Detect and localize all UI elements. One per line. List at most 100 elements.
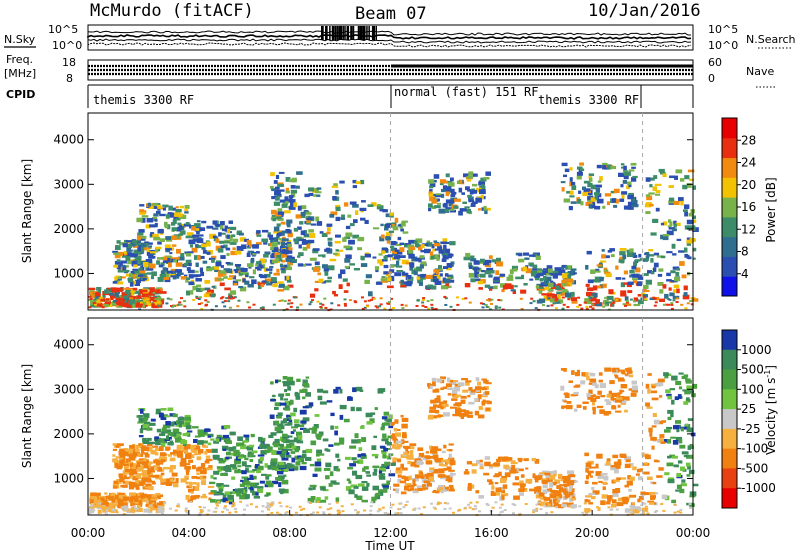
range-cell	[596, 164, 602, 169]
range-cell	[439, 474, 446, 478]
range-cell	[303, 428, 310, 433]
range-cell	[197, 303, 201, 305]
range-cell	[288, 419, 293, 423]
range-cell	[594, 384, 599, 389]
range-cell	[355, 474, 363, 480]
range-cell	[610, 465, 615, 469]
range-cell	[143, 262, 149, 267]
range-cell	[684, 204, 690, 209]
range-cell	[672, 289, 677, 293]
range-cell	[432, 193, 438, 197]
range-cell	[598, 379, 603, 383]
range-cell	[116, 264, 122, 270]
range-cell	[602, 305, 606, 308]
range-cell	[361, 307, 365, 310]
range-cell	[603, 299, 609, 303]
range-cell	[213, 440, 219, 444]
range-cell	[452, 389, 458, 394]
range-cell	[445, 191, 450, 197]
range-cell	[276, 430, 284, 434]
range-cell	[207, 509, 211, 512]
range-cell	[266, 493, 271, 496]
range-cell	[263, 242, 268, 245]
range-cell	[584, 499, 591, 502]
range-cell	[278, 285, 285, 288]
range-cell	[465, 252, 471, 258]
range-cell	[605, 301, 610, 307]
range-cell	[318, 254, 325, 257]
range-cell	[488, 286, 494, 290]
range-cell	[312, 473, 318, 477]
range-cell	[120, 506, 124, 509]
range-cell	[594, 195, 598, 200]
range-cell	[141, 218, 146, 223]
range-cell	[209, 233, 216, 239]
range-cell	[252, 484, 258, 489]
range-cell	[575, 384, 581, 388]
range-cell	[478, 495, 485, 499]
range-cell	[162, 260, 170, 264]
range-cell	[185, 463, 191, 466]
range-cell	[646, 476, 653, 481]
range-cell	[229, 431, 236, 436]
range-cell	[146, 437, 152, 441]
range-cell	[179, 214, 187, 220]
range-cell	[342, 237, 347, 242]
range-cell	[195, 296, 199, 299]
range-cell	[631, 502, 635, 505]
range-cell	[266, 282, 273, 286]
range-cell	[153, 213, 159, 217]
range-cell	[644, 492, 651, 496]
range-cell	[679, 508, 683, 511]
range-cell	[585, 305, 589, 308]
range-cell	[339, 180, 345, 184]
range-cell	[112, 300, 118, 306]
range-cell	[378, 253, 383, 256]
range-cell	[146, 268, 154, 271]
range-cell	[596, 405, 604, 409]
range-cell	[633, 509, 640, 514]
range-cell	[377, 204, 382, 207]
range-cell	[278, 171, 285, 174]
range-cell	[585, 468, 589, 473]
range-cell	[654, 301, 658, 304]
range-cell	[596, 453, 603, 459]
range-cell	[110, 296, 114, 299]
range-cell	[471, 201, 478, 205]
range-cell	[531, 274, 536, 277]
range-cell	[287, 376, 294, 382]
range-cell	[477, 381, 482, 386]
range-cell	[354, 509, 358, 512]
range-cell	[597, 390, 602, 395]
range-cell	[670, 302, 674, 305]
range-cell	[117, 269, 124, 273]
range-cell	[168, 507, 172, 510]
range-cell	[564, 168, 570, 173]
range-cell	[466, 461, 473, 465]
range-cell	[291, 177, 297, 183]
range-cell	[468, 483, 472, 488]
range-cell	[386, 418, 392, 423]
range-cell	[400, 414, 404, 418]
range-cell	[447, 274, 454, 278]
range-cell	[437, 448, 442, 452]
range-cell	[621, 166, 625, 169]
range-cell	[123, 474, 127, 478]
range-cell	[261, 306, 265, 309]
range-cell	[246, 445, 254, 451]
range-cell	[106, 287, 111, 291]
range-cell	[480, 177, 487, 182]
range-cell	[202, 494, 207, 497]
range-cell	[215, 245, 222, 251]
range-cell	[289, 305, 293, 308]
range-cell	[270, 280, 278, 284]
range-cell	[129, 303, 133, 309]
range-cell	[408, 457, 415, 460]
range-cell	[343, 236, 351, 239]
time-axis: 00:00 04:00 08:00 12:00 16:00 20:00 00:00	[71, 510, 710, 540]
range-cell	[154, 222, 158, 228]
range-cell	[667, 479, 675, 484]
range-cell	[285, 454, 292, 458]
range-cell	[448, 200, 455, 204]
range-cell	[555, 297, 559, 300]
